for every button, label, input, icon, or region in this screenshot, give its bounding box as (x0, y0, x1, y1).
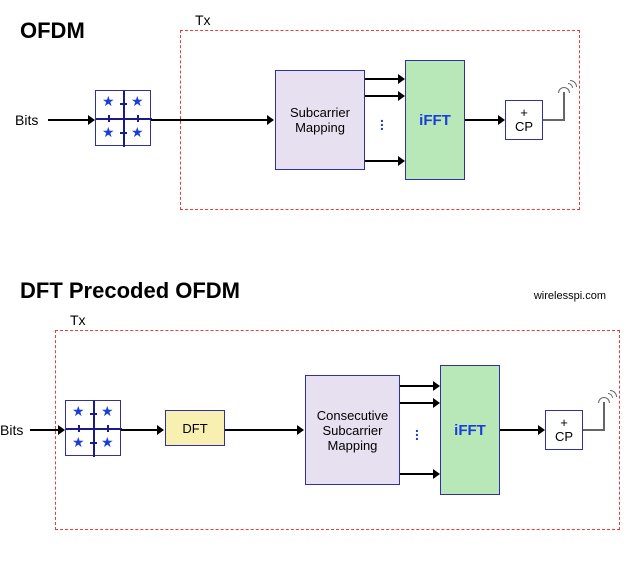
arrow-2a-head (58, 425, 65, 435)
arrow-2b (121, 429, 159, 431)
arrow-1b-head (267, 115, 274, 125)
dft-ofdm-title: DFT Precoded OFDM (20, 278, 240, 304)
star-icon: ★ (101, 403, 114, 420)
star-icon: ★ (102, 93, 115, 110)
star-icon: ★ (72, 403, 85, 420)
arrow-1a-head (88, 115, 95, 125)
line-2f (583, 429, 605, 431)
cp-block-1: + CP (505, 100, 543, 140)
line-1e (543, 119, 565, 121)
arrow-2c (225, 429, 299, 431)
star-icon: ★ (101, 434, 114, 451)
subcarrier-mapping-2: Consecutive Subcarrier Mapping (305, 375, 400, 485)
watermark: wirelesspi.com (534, 290, 606, 302)
arrow-2d1 (400, 385, 435, 387)
arrow-2d3 (400, 473, 435, 475)
bits-label-1: Bits (15, 112, 38, 128)
arrow-1c3 (365, 160, 400, 162)
arrow-1c2 (365, 95, 400, 97)
arrow-1a (48, 119, 90, 121)
star-icon: ★ (131, 93, 144, 110)
arrow-1b (151, 119, 269, 121)
constellation-2: ★ ★ ★ ★ (65, 400, 121, 456)
arrow-2d2-head (433, 398, 440, 408)
star-icon: ★ (102, 124, 115, 141)
arrow-2d1-head (433, 381, 440, 391)
arrow-2d2 (400, 402, 435, 404)
constellation-1: ★ ★ ★ ★ (95, 90, 151, 146)
cp-block-2: + CP (545, 410, 583, 450)
arrow-2e-head (538, 425, 545, 435)
dft-block: DFT (165, 410, 225, 446)
arrow-1c2-head (398, 91, 405, 101)
star-icon: ★ (72, 434, 85, 451)
tx-label-1: Tx (195, 12, 211, 28)
arrow-2d3-head (433, 469, 440, 479)
arrow-1d (465, 119, 500, 121)
tx-label-2: Tx (70, 312, 86, 328)
arrow-2b-head (157, 425, 164, 435)
arrow-2e (500, 429, 540, 431)
star-icon: ★ (131, 124, 144, 141)
dots-2: ... (415, 425, 417, 437)
dots-1: ... (380, 115, 382, 127)
arrow-1c1-head (398, 74, 405, 84)
ofdm-title: OFDM (20, 18, 85, 44)
arrow-2a (30, 429, 60, 431)
arrow-1c1 (365, 78, 400, 80)
ifft-block-2: iFFT (440, 365, 500, 495)
bits-label-2: Bits (0, 422, 23, 438)
ifft-block-1: iFFT (405, 60, 465, 180)
subcarrier-mapping-1: Subcarrier Mapping (275, 70, 365, 170)
arrow-1c3-head (398, 156, 405, 166)
arrow-2c-head (297, 425, 304, 435)
arrow-1d-head (498, 115, 505, 125)
